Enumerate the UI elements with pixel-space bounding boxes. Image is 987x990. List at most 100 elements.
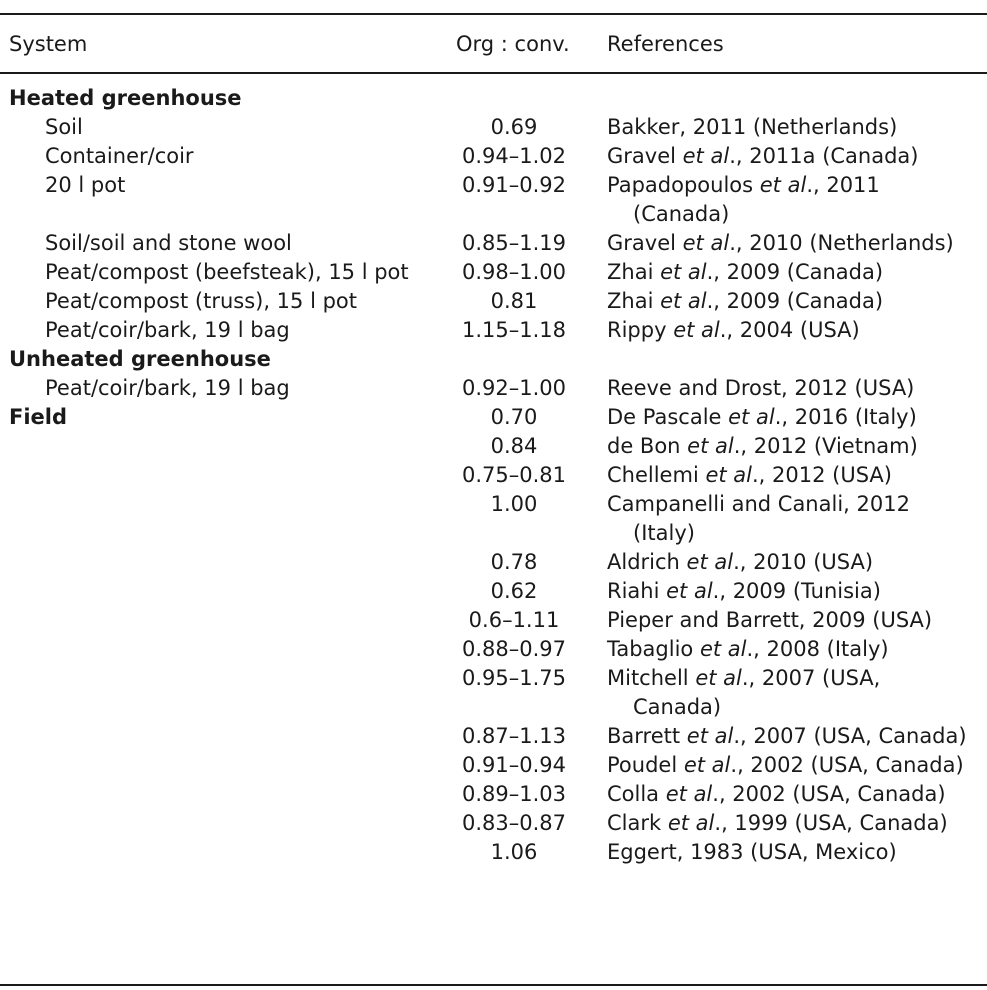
cell-ratio: 0.70 [490, 405, 538, 429]
cell-reference: Campanelli and Canali, 2012 (Italy) [607, 490, 982, 548]
reference-text: Gravel [607, 144, 683, 168]
cell-reference: Gravel et al., 2011a (Canada) [607, 142, 982, 171]
cell-reference: Tabaglio et al., 2008 (Italy) [607, 635, 982, 664]
reference-etal: et al [728, 405, 775, 429]
table-section-row: Unheated greenhouse [0, 345, 987, 374]
cell-ratio: 0.84 [490, 434, 538, 458]
reference-text: Pieper and Barrett, 2009 (USA) [607, 608, 933, 632]
cell-system: Field [9, 405, 68, 429]
cell-reference: Gravel et al., 2010 (Netherlands) [607, 229, 982, 258]
cell-system: Unheated greenhouse [9, 347, 271, 371]
reference-text: Poudel [607, 753, 684, 777]
reference-text: ., 2009 (Tunisia) [712, 579, 881, 603]
reference-text: Zhai [607, 260, 661, 284]
cell-ratio: 0.62 [490, 579, 538, 603]
table-row: Peat/compost (truss), 15 l pot 0.81 Zhai e… [0, 287, 987, 316]
reference-text: Riahi [607, 579, 667, 603]
cell-ratio: 0.6–1.11 [468, 608, 560, 632]
cell-ratio: 0.69 [490, 115, 538, 139]
reference-etal: et al [660, 260, 707, 284]
cell-system: Heated greenhouse [9, 86, 242, 110]
reference-continuation: (Italy) [633, 521, 695, 545]
table-row: Peat/coir/bark, 19 l bag 0.92–1.00 Reeve a… [0, 374, 987, 403]
table-bottom-rule [0, 984, 987, 986]
reference-etal: et al [699, 637, 747, 661]
cell-ratio: 0.95–1.75 [461, 666, 566, 690]
cell-reference: Riahi et al., 2009 (Tunisia) [607, 577, 982, 606]
reference-text: ., 1999 (USA, Canada) [714, 811, 948, 835]
table-row: Soil 0.69 Bakker, 2011 (Netherlands) [0, 113, 987, 142]
cell-ratio: 0.94–1.02 [461, 144, 566, 168]
cell-system: Peat/coir/bark, 19 l bag [45, 318, 290, 342]
table-header: System Org : conv. References [0, 28, 987, 60]
table-row: Peat/coir/bark, 19 l bag 1.15–1.18 Rippy e… [0, 316, 987, 345]
cell-system: 20 l pot [45, 173, 126, 197]
reference-text: Aldrich [607, 550, 687, 574]
table-section-row: Field 0.70 De Pascale et al., 2016 (Italy) [0, 403, 987, 432]
reference-text: ., 2002 (USA, Canada) [712, 782, 946, 806]
reference-text: de Bon [607, 434, 688, 458]
cell-reference: Mitchell et al., 2007 (USA, Canada) [607, 664, 982, 722]
reference-text: ., 2016 (Italy) [774, 405, 917, 429]
reference-text: Reeve and Drost, 2012 (USA) [607, 376, 915, 400]
cell-ratio: 0.78 [490, 550, 538, 574]
table-row: 0.95–1.75 Mitchell et al., 2007 (USA, Cana… [0, 664, 987, 722]
table-row: 1.06 Eggert, 1983 (USA, Mexico) [0, 838, 987, 867]
reference-text: Mitchell [607, 666, 696, 690]
reference-etal: et al [660, 289, 707, 313]
cell-ratio: 0.81 [490, 289, 538, 313]
table-row: 0.83–0.87 Clark et al., 1999 (USA, Canada… [0, 809, 987, 838]
cell-reference: Papadopoulos et al., 2011 (Canada) [607, 171, 982, 229]
cell-ratio: 0.85–1.19 [461, 231, 566, 255]
cell-system: Peat/compost (truss), 15 l pot [45, 289, 358, 313]
cell-reference: de Bon et al., 2012 (Vietnam) [607, 432, 982, 461]
table-row: Container/coir 0.94–1.02 Gravel et al., 20… [0, 142, 987, 171]
cell-ratio: 0.89–1.03 [461, 782, 566, 806]
reference-text: Gravel [607, 231, 683, 255]
reference-etal: et al [682, 144, 730, 168]
table-row: 0.88–0.97 Tabaglio et al., 2008 (Italy) [0, 635, 987, 664]
table-row: 0.62 Riahi et al., 2009 (Tunisia) [0, 577, 987, 606]
reference-text: Campanelli and Canali, 2012 [607, 492, 910, 516]
reference-text: Zhai [607, 289, 661, 313]
cell-system: Peat/coir/bark, 19 l bag [45, 376, 290, 400]
cell-ratio: 0.91–0.92 [461, 173, 566, 197]
header-ratio: Org : conv. [456, 32, 570, 56]
cell-reference: Bakker, 2011 (Netherlands) [607, 113, 982, 142]
reference-text: ., 2004 (USA) [719, 318, 860, 342]
reference-etal: et al [695, 666, 742, 690]
reference-text: ., 2012 (USA) [752, 463, 892, 487]
cell-system: Soil [45, 115, 83, 139]
cell-reference: Zhai et al., 2009 (Canada) [607, 287, 982, 316]
reference-text: ., 2010 (Netherlands) [729, 231, 954, 255]
cell-reference: Eggert, 1983 (USA, Mexico) [607, 838, 982, 867]
table-row: Peat/compost (beefsteak), 15 l pot 0.98–1… [0, 258, 987, 287]
reference-etal: et al [665, 782, 713, 806]
reference-text: Bakker, 2011 (Netherlands) [607, 115, 898, 139]
cell-ratio: 1.06 [490, 840, 538, 864]
reference-etal: et al [687, 434, 734, 458]
reference-continuation: (Canada) [633, 202, 730, 226]
cell-ratio: 0.91–0.94 [461, 753, 566, 777]
cell-ratio: 0.88–0.97 [461, 637, 566, 661]
header-references: References [607, 32, 724, 56]
cell-reference: Barrett et al., 2007 (USA, Canada) [607, 722, 982, 751]
reference-text: ., 2011a (Canada) [729, 144, 919, 168]
table-body: Heated greenhouse Soil 0.69 Bakker, 2011 (N… [0, 84, 987, 867]
reference-text: ., 2002 (USA, Canada) [730, 753, 964, 777]
table-top-rule [0, 13, 987, 15]
cell-system: Container/coir [45, 144, 194, 168]
cell-system: Soil/soil and stone wool [45, 231, 292, 255]
reference-text: ., 2009 (Canada) [706, 289, 884, 313]
cell-reference: Chellemi et al., 2012 (USA) [607, 461, 982, 490]
cell-ratio: 0.75–0.81 [461, 463, 566, 487]
cell-system: Peat/compost (beefsteak), 15 l pot [45, 260, 409, 284]
reference-continuation: Canada) [633, 695, 722, 719]
table-row: 0.87–1.13 Barrett et al., 2007 (USA, Cana… [0, 722, 987, 751]
reference-text: ., 2010 (USA) [733, 550, 874, 574]
reference-text: Barrett [607, 724, 687, 748]
reference-text: Tabaglio [607, 637, 700, 661]
cell-reference: Zhai et al., 2009 (Canada) [607, 258, 982, 287]
cell-reference: Colla et al., 2002 (USA, Canada) [607, 780, 982, 809]
reference-etal: et al [666, 579, 713, 603]
